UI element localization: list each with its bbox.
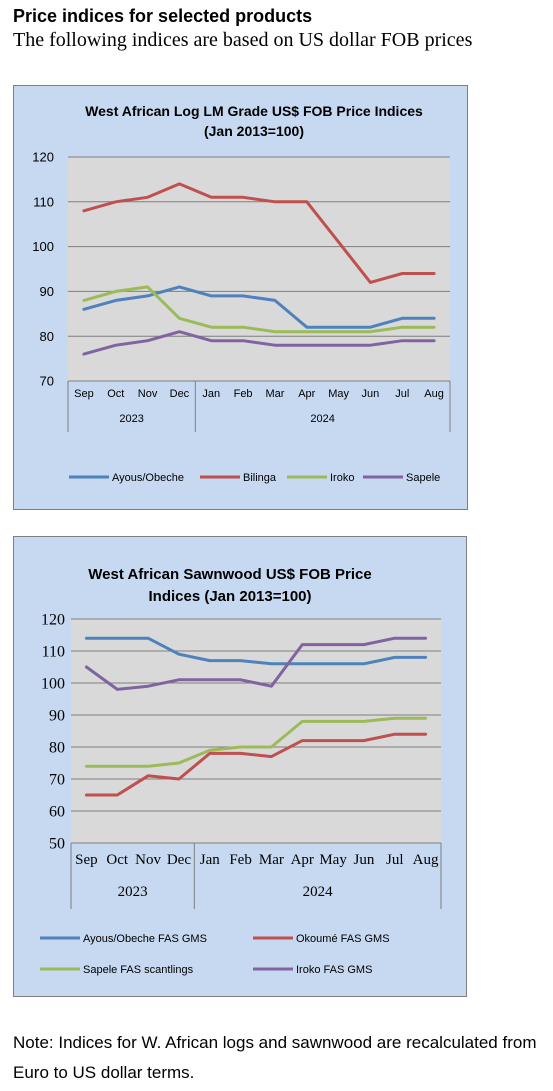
x-tick-label: Mar: [265, 388, 284, 400]
y-tick-label: 70: [49, 772, 65, 789]
x-tick-label: Jan: [200, 852, 220, 868]
x-tick-label: Mar: [259, 852, 284, 868]
x-tick-label: Nov: [138, 388, 158, 400]
x-tick-label: Jul: [386, 852, 404, 868]
series-line-sapele: [82, 330, 436, 356]
plot-area: [71, 619, 441, 843]
year-label: 2024: [310, 413, 334, 425]
x-tick-label: Jul: [395, 388, 409, 400]
chart-title: West African Log LM Grade US$ FOB Price …: [85, 103, 423, 119]
log-price-chart-svg: West African Log LM Grade US$ FOB Price …: [32, 103, 451, 484]
year-label: 2023: [118, 884, 148, 900]
y-tick-label: 120: [32, 150, 54, 165]
legend-label: Sapele: [406, 472, 440, 484]
series-line-ayous-obeche-fas-gms: [84, 636, 428, 666]
x-tick-label: May: [328, 388, 349, 400]
series-line-iroko-fas-gms: [84, 636, 428, 691]
x-tick-label: Oct: [107, 388, 124, 400]
y-tick-label: 110: [42, 644, 65, 661]
y-tick-label: 80: [40, 329, 54, 344]
legend-label: Ayous/Obeche FAS GMS: [83, 933, 207, 945]
sawnwood-price-chart-svg: West African Sawnwood US$ FOB Price Indic…: [40, 566, 442, 976]
x-tick-label: Feb: [234, 388, 253, 400]
series-line-iroko: [82, 285, 436, 334]
chart-subtitle: (Jan 2013=100): [204, 123, 304, 139]
year-label: 2023: [119, 413, 143, 425]
y-tick-label: 110: [33, 194, 54, 209]
y-tick-label: 120: [41, 612, 65, 629]
y-tick-label: 100: [41, 676, 65, 693]
chart-subtitle: Indices (Jan 2013=100): [148, 588, 311, 605]
x-tick-label: Dec: [167, 852, 191, 868]
x-tick-label: Oct: [106, 852, 128, 868]
plot-area: [68, 157, 450, 381]
series-line-okoum-fas-gms: [84, 732, 428, 797]
x-tick-label: Apr: [298, 388, 315, 400]
y-tick-label: 50: [49, 836, 65, 853]
year-label: 2024: [303, 884, 334, 900]
x-tick-label: Jun: [353, 852, 374, 868]
series-line-sapele-fas-scantlings: [84, 716, 428, 768]
y-tick-label: 70: [40, 374, 54, 389]
x-tick-label: Nov: [135, 852, 161, 868]
x-tick-label: Sep: [74, 388, 94, 400]
y-tick-label: 80: [49, 740, 65, 757]
x-tick-label: Jun: [362, 388, 380, 400]
x-tick-label: May: [319, 852, 347, 868]
x-tick-label: Feb: [229, 852, 252, 868]
series-line-bilinga: [82, 182, 436, 284]
sawnwood-price-chart: West African Sawnwood US$ FOB Price Indic…: [13, 536, 467, 997]
x-tick-label: Dec: [170, 388, 190, 400]
y-tick-label: 90: [49, 708, 65, 725]
legend-label: Okoumé FAS GMS: [296, 933, 390, 945]
legend-label: Sapele FAS scantlings: [83, 964, 194, 976]
page-subheading: The following indices are based on US do…: [13, 29, 473, 51]
legend-label: Ayous/Obeche: [112, 472, 184, 484]
y-tick-label: 60: [49, 804, 65, 821]
chart-title: West African Sawnwood US$ FOB Price: [88, 566, 371, 583]
page-heading: Price indices for selected products: [13, 6, 313, 26]
series-line-ayous-obeche: [82, 285, 436, 329]
x-tick-label: Aug: [413, 852, 439, 868]
x-tick-label: Apr: [291, 852, 314, 868]
y-tick-label: 100: [32, 239, 54, 254]
y-tick-label: 90: [40, 284, 54, 299]
footnote: Note: Indices for W. African logs and sa…: [13, 1033, 537, 1082]
legend-label: Bilinga: [243, 472, 277, 484]
legend-label: Iroko: [330, 472, 354, 484]
legend-label: Iroko FAS GMS: [296, 964, 372, 976]
x-tick-label: Aug: [424, 388, 444, 400]
x-tick-label: Jan: [202, 388, 220, 400]
log-price-chart: West African Log LM Grade US$ FOB Price …: [13, 85, 468, 510]
x-tick-label: Sep: [75, 852, 98, 868]
